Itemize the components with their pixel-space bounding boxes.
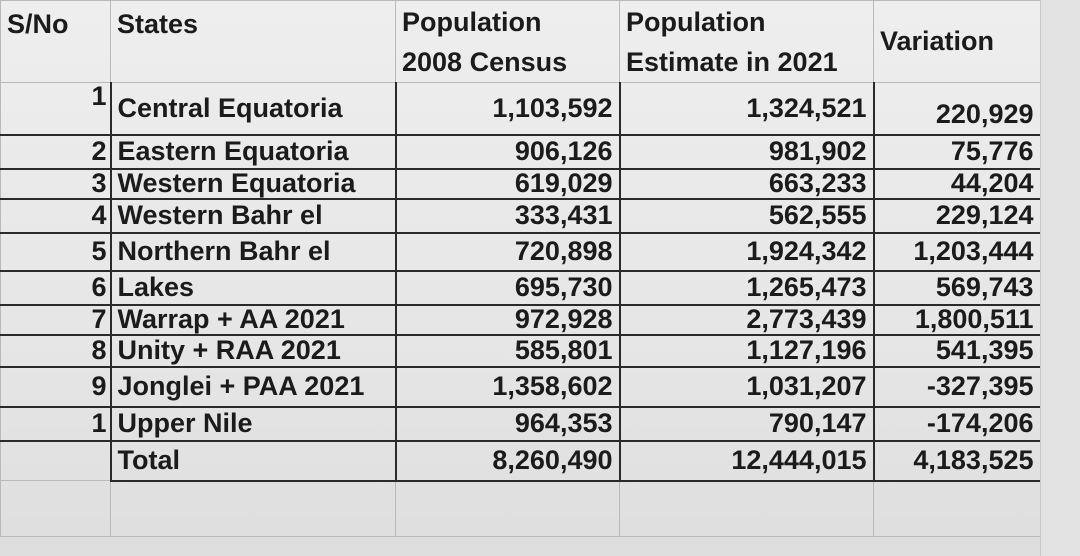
cell-variation[interactable]: -327,395: [873, 366, 1042, 408]
cell-state[interactable]: Warrap + AA 2021: [110, 304, 397, 336]
cell-total-pop2008[interactable]: 8,260,490: [395, 440, 621, 482]
empty-cell[interactable]: [110, 480, 396, 537]
header-row: S/No States Population 2008 Census Popul…: [0, 0, 1041, 83]
header-variation[interactable]: Variation: [873, 0, 1041, 83]
cell-pop2008[interactable]: 906,126: [395, 134, 621, 170]
population-table: S/No States Population 2008 Census Popul…: [0, 0, 1042, 537]
cell-sno[interactable]: 1: [0, 406, 112, 442]
cell-sno[interactable]: 5: [0, 232, 112, 272]
cell-pop2008[interactable]: 720,898: [395, 232, 621, 272]
header-pop2008-line2: 2008 Census: [402, 46, 568, 77]
header-pop2008-line1: Population: [402, 6, 542, 37]
table-row: 8 Unity + RAA 2021 585,801 1,127,196 541…: [0, 334, 1042, 368]
cell-pop2021[interactable]: 2,773,439: [619, 304, 875, 336]
cell-pop2021[interactable]: 1,924,342: [619, 232, 875, 272]
cell-sno[interactable]: 4: [0, 198, 112, 234]
table-row: 7 Warrap + AA 2021 972,928 2,773,439 1,8…: [0, 304, 1042, 336]
header-pop2021-line2: Estimate in 2021: [626, 46, 838, 77]
cell-pop2021[interactable]: 981,902: [619, 134, 875, 170]
header-pop2008[interactable]: Population 2008 Census: [395, 0, 620, 83]
table-row: 4 Western Bahr el 333,431 562,555 229,12…: [0, 198, 1042, 234]
cell-state[interactable]: Jonglei + PAA 2021: [110, 366, 397, 408]
cell-pop2021[interactable]: 1,127,196: [619, 334, 875, 368]
empty-row: [0, 480, 1041, 537]
table-row: 1 Upper Nile 964,353 790,147 -174,206: [0, 406, 1042, 442]
cell-pop2008[interactable]: 1,358,602: [395, 366, 621, 408]
cell-total-label[interactable]: Total: [110, 440, 397, 482]
cell-pop2021[interactable]: 1,265,473: [619, 270, 875, 306]
cell-total-pop2021[interactable]: 12,444,015: [619, 440, 875, 482]
cell-state[interactable]: Western Equatoria: [110, 168, 397, 200]
cell-state[interactable]: Unity + RAA 2021: [110, 334, 397, 368]
empty-cell[interactable]: [619, 480, 874, 537]
cell-pop2008[interactable]: 1,103,592: [395, 82, 621, 136]
cell-pop2008[interactable]: 585,801: [395, 334, 621, 368]
cell-pop2008[interactable]: 619,029: [395, 168, 621, 200]
cell-variation[interactable]: 541,395: [873, 334, 1042, 368]
cell-sno[interactable]: 3: [0, 168, 112, 200]
cell-pop2021[interactable]: 1,324,521: [619, 82, 875, 136]
table-row: 1 Central Equatoria 1,103,592 1,324,521 …: [0, 82, 1042, 136]
cell-sno[interactable]: 9: [0, 366, 112, 408]
table-row: 6 Lakes 695,730 1,265,473 569,743: [0, 270, 1042, 306]
table-row: 2 Eastern Equatoria 906,126 981,902 75,7…: [0, 134, 1042, 170]
empty-cell[interactable]: [873, 480, 1041, 537]
next-column-area[interactable]: [1040, 0, 1080, 556]
cell-pop2021[interactable]: 562,555: [619, 198, 875, 234]
cell-variation[interactable]: 569,743: [873, 270, 1042, 306]
cell-state[interactable]: Central Equatoria: [110, 82, 397, 136]
header-sno[interactable]: S/No: [0, 0, 111, 83]
empty-cell[interactable]: [395, 480, 620, 537]
cell-variation[interactable]: -174,206: [873, 406, 1042, 442]
cell-variation[interactable]: 44,204: [873, 168, 1042, 200]
cell-sno[interactable]: 2: [0, 134, 112, 170]
cell-variation[interactable]: 1,203,444: [873, 232, 1042, 272]
cell-variation[interactable]: 75,776: [873, 134, 1042, 170]
cell-pop2008[interactable]: 695,730: [395, 270, 621, 306]
cell-sno[interactable]: 6: [0, 270, 112, 306]
cell-state[interactable]: Northern Bahr el: [110, 232, 397, 272]
header-states[interactable]: States: [110, 0, 396, 83]
cell-state[interactable]: Eastern Equatoria: [110, 134, 397, 170]
cell-variation[interactable]: 229,124: [873, 198, 1042, 234]
cell-state[interactable]: Western Bahr el: [110, 198, 397, 234]
cell-sno-empty[interactable]: [0, 440, 112, 481]
table-row: 3 Western Equatoria 619,029 663,233 44,2…: [0, 168, 1042, 200]
cell-variation[interactable]: 1,800,511: [873, 304, 1042, 336]
header-pop2021-line1: Population: [626, 6, 766, 37]
cell-pop2021[interactable]: 1,031,207: [619, 366, 875, 408]
cell-total-variation[interactable]: 4,183,525: [873, 440, 1042, 482]
header-pop2021[interactable]: Population Estimate in 2021: [619, 0, 874, 83]
table-row: 9 Jonglei + PAA 2021 1,358,602 1,031,207…: [0, 366, 1042, 408]
cell-pop2008[interactable]: 972,928: [395, 304, 621, 336]
cell-variation[interactable]: 220,929: [873, 82, 1042, 136]
cell-state[interactable]: Lakes: [110, 270, 397, 306]
cell-pop2008[interactable]: 333,431: [395, 198, 621, 234]
total-row: Total 8,260,490 12,444,015 4,183,525: [0, 440, 1042, 482]
cell-state[interactable]: Upper Nile: [110, 406, 397, 442]
cell-sno[interactable]: 7: [0, 304, 112, 336]
empty-cell[interactable]: [0, 480, 111, 537]
cell-sno[interactable]: 8: [0, 334, 112, 368]
cell-sno[interactable]: 1: [0, 82, 112, 136]
cell-pop2008[interactable]: 964,353: [395, 406, 621, 442]
cell-pop2021[interactable]: 790,147: [619, 406, 875, 442]
cell-pop2021[interactable]: 663,233: [619, 168, 875, 200]
table-row: 5 Northern Bahr el 720,898 1,924,342 1,2…: [0, 232, 1042, 272]
